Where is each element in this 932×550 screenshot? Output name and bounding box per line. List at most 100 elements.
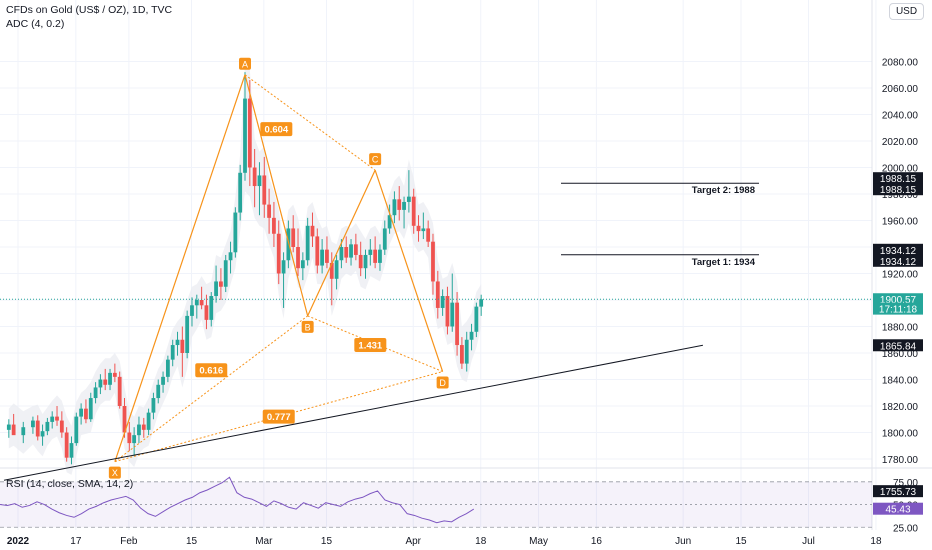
candle-body (435, 281, 440, 308)
candle-body (276, 233, 281, 274)
ratio-badge (354, 338, 387, 353)
price-label-text: 1755.73 (880, 487, 917, 498)
candle-body (6, 424, 11, 430)
time-tick-label: 16 (591, 536, 603, 547)
price-label-text: 17:11:18 (879, 305, 918, 316)
candle-body (267, 204, 271, 218)
candle-body (252, 167, 257, 187)
candle-body (272, 217, 276, 234)
candle-body (79, 408, 84, 417)
candle-body (300, 260, 305, 269)
price-label-text: 1900.57 (880, 295, 917, 306)
candle-body (59, 420, 64, 433)
candle-body (223, 260, 228, 287)
candle-body (190, 305, 194, 316)
candle-body (426, 228, 431, 242)
candle-body (93, 387, 98, 399)
candle-body (204, 305, 209, 320)
candle-body (421, 228, 426, 232)
price-tick-label: 1780.00 (882, 455, 919, 466)
price-label-text: 1934.12 (880, 246, 917, 257)
price-label-text: 1988.15 (880, 174, 917, 185)
price-label-badge (873, 302, 923, 315)
candle-body (325, 249, 329, 263)
candle-body (257, 175, 262, 187)
pattern-leg (374, 169, 444, 372)
candle-body (69, 443, 74, 458)
rsi-line (0, 476, 475, 524)
candle-body (349, 244, 353, 258)
candle-body (320, 249, 325, 266)
candle-body (108, 372, 112, 385)
candle-body (397, 199, 402, 210)
candle-body (474, 306, 479, 332)
price-tick-label: 1920.00 (882, 270, 919, 281)
candle-body (40, 431, 45, 437)
pattern-point-marker (301, 320, 314, 333)
ratio-label: 0.616 (199, 366, 223, 377)
candle-body (392, 199, 397, 216)
candle-body (185, 315, 190, 353)
candle-body (460, 345, 464, 364)
candle-body (151, 398, 156, 413)
price-tick-label: 2040.00 (882, 111, 919, 122)
candle-body (194, 300, 199, 306)
candle-body (122, 406, 127, 433)
time-tick-label: Jun (675, 536, 691, 547)
time-tick-label: 18 (475, 536, 487, 547)
candle-body (137, 424, 141, 436)
candle-body (416, 225, 421, 232)
candle-body (209, 296, 214, 320)
pattern-point-label: D (439, 378, 446, 388)
candle-body (103, 379, 108, 385)
candles (0, 72, 872, 465)
price-tick-label: 1820.00 (882, 402, 919, 413)
candle-body (440, 296, 445, 308)
target-label: Target 1: 1934 (692, 257, 756, 268)
target-label: Target 2: 1988 (692, 185, 755, 196)
candle-body (247, 98, 252, 168)
pattern-leg (307, 169, 376, 317)
time-tick-label: 2022 (7, 536, 30, 547)
rsi-tick-label: 75.00 (893, 478, 918, 489)
candle-body (363, 254, 368, 269)
candle-body (175, 339, 180, 346)
candle-body (161, 376, 165, 385)
candle-body (156, 384, 161, 399)
candle-body (45, 421, 50, 432)
time-tick-label: 18 (870, 536, 882, 547)
time-tick-label: Feb (120, 536, 138, 547)
price-label-text: 1865.84 (880, 341, 917, 352)
price-label-badge (873, 485, 923, 498)
time-tick-label: Apr (405, 536, 421, 547)
price-tick-label: 1840.00 (882, 376, 919, 387)
candle-body (464, 339, 469, 364)
price-tick-label: 1880.00 (882, 323, 919, 334)
price-label-badge (873, 339, 923, 352)
candle-body (387, 215, 392, 229)
price-tick-label: 1800.00 (882, 429, 919, 440)
price-tick-label: 1860.00 (882, 349, 919, 360)
axes: 1780.00 1800.00 1820.00 1840.00 1860.00 1880.… (7, 58, 923, 547)
candle-body (445, 296, 450, 327)
candle-body (11, 424, 16, 436)
candle-body (88, 398, 93, 420)
rsi-current-text: 45.43 (885, 505, 910, 516)
pattern-point-label: X (112, 468, 118, 478)
candle-body (315, 236, 320, 266)
candle-body (291, 228, 296, 247)
pattern-point-marker (108, 466, 121, 479)
time-tick-label: Mar (255, 536, 273, 547)
support-trendline (3, 344, 703, 481)
time-tick-label: May (529, 536, 548, 547)
candle-body (170, 345, 175, 360)
candle-body (479, 299, 484, 307)
candle-body (455, 302, 459, 346)
price-tick-label: 1980.00 (882, 190, 919, 201)
candle-body (21, 427, 26, 436)
candle-body (286, 228, 291, 261)
pattern-point-marker (369, 153, 382, 166)
currency-button[interactable]: USD (889, 3, 924, 20)
price-tick-label: 1960.00 (882, 217, 919, 228)
